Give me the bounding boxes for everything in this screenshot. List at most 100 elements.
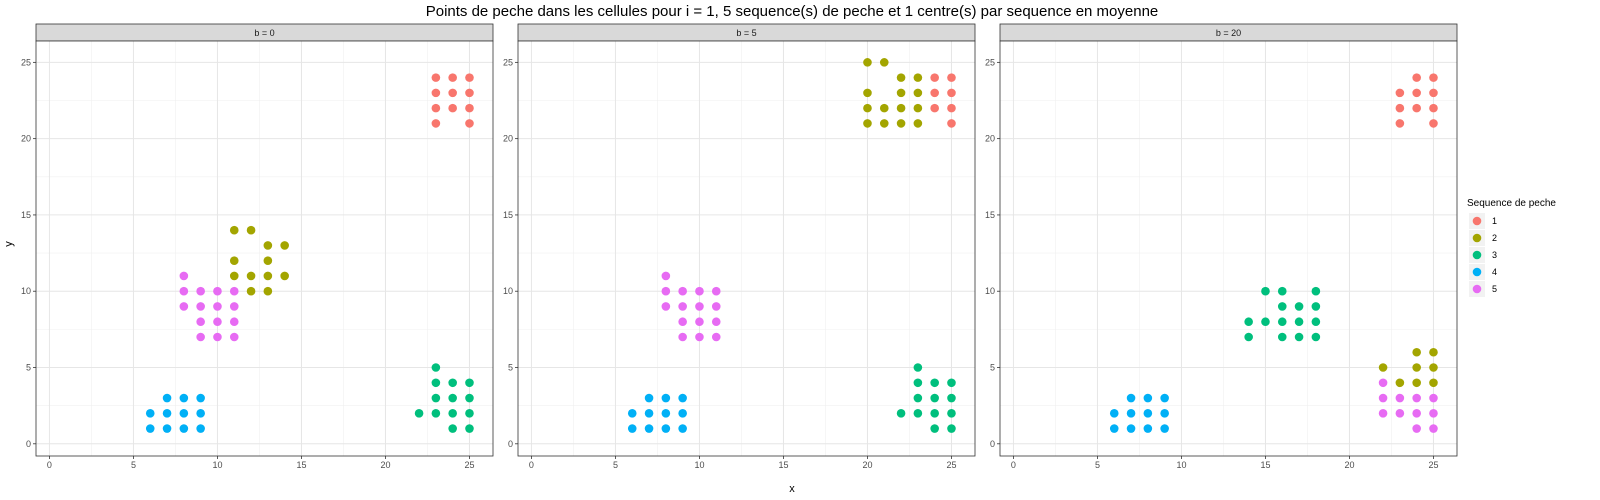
data-point: [1429, 408, 1438, 418]
data-point: [947, 408, 956, 418]
data-point: [1126, 424, 1136, 433]
data-point: [661, 408, 671, 418]
data-point: [448, 393, 457, 403]
data-point: [196, 393, 205, 403]
x-tick-label: 20: [380, 460, 390, 470]
data-point: [896, 103, 906, 113]
x-tick-label: 10: [694, 460, 704, 470]
data-point: [896, 88, 906, 98]
series-4: [1109, 393, 1169, 433]
data-point: [1160, 408, 1169, 418]
data-point: [678, 424, 687, 433]
data-point: [863, 58, 872, 67]
data-point: [213, 317, 222, 327]
data-point: [1143, 393, 1153, 403]
data-point: [1109, 424, 1119, 433]
data-point: [1378, 393, 1388, 403]
y-tick-label: 25: [21, 57, 31, 67]
data-point: [179, 393, 189, 403]
data-point: [162, 408, 172, 418]
x-tick-label: 15: [778, 460, 788, 470]
data-point: [465, 73, 474, 82]
y-tick-label: 5: [990, 363, 995, 373]
data-point: [695, 317, 704, 327]
data-point: [1378, 363, 1388, 372]
data-point: [661, 302, 671, 311]
y-tick-label: 25: [503, 57, 513, 67]
x-tick-label: 25: [946, 460, 956, 470]
legend-label-4: 4: [1492, 267, 1497, 277]
series-1: [1395, 73, 1438, 128]
data-point: [863, 103, 872, 113]
series-4: [145, 393, 205, 433]
data-point: [179, 302, 189, 311]
data-point: [1395, 103, 1405, 113]
y-tick-label: 10: [503, 286, 513, 296]
plot-background: [1000, 41, 1457, 456]
data-point: [947, 378, 956, 388]
series-2: [1378, 347, 1438, 388]
data-point: [1294, 332, 1304, 342]
x-tick-label: 25: [1428, 460, 1438, 470]
data-point: [947, 119, 956, 128]
x-tick-label: 20: [1344, 460, 1354, 470]
strip-label: b = 20: [1216, 28, 1241, 38]
data-point: [263, 241, 273, 250]
x-tick-label: 20: [862, 460, 872, 470]
legend-title: Sequence de peche: [1467, 198, 1556, 209]
data-point: [179, 271, 189, 281]
data-point: [1395, 88, 1405, 98]
data-point: [1143, 408, 1153, 418]
legend-label-5: 5: [1492, 284, 1497, 294]
data-point: [229, 317, 239, 327]
data-point: [695, 286, 704, 296]
data-point: [913, 408, 923, 418]
data-point: [930, 88, 939, 98]
panel-3: b = 20 0 5 10 15 20 25 0 5 10 15 20 25: [985, 23, 1458, 470]
data-point: [695, 302, 704, 311]
data-point: [229, 332, 239, 342]
data-point: [930, 424, 939, 433]
data-point: [896, 408, 906, 418]
x-tick-label: 5: [131, 460, 136, 470]
data-point: [1412, 88, 1421, 98]
data-point: [711, 302, 721, 311]
data-point: [229, 256, 239, 266]
data-point: [930, 393, 939, 403]
data-point: [448, 424, 457, 433]
data-point: [1429, 393, 1438, 403]
data-point: [863, 119, 872, 128]
data-point: [1412, 378, 1421, 388]
data-point: [947, 73, 956, 82]
data-point: [678, 286, 687, 296]
data-point: [263, 271, 273, 281]
data-point: [1429, 424, 1438, 433]
series-5: [179, 271, 239, 342]
data-point: [1294, 302, 1304, 311]
data-point: [1277, 302, 1287, 311]
data-point: [930, 378, 939, 388]
data-point: [179, 424, 189, 433]
data-point: [627, 408, 637, 418]
y-tick-label: 20: [985, 134, 995, 144]
data-point: [1429, 88, 1438, 98]
data-point: [913, 73, 923, 82]
x-tick-label: 10: [1176, 460, 1186, 470]
data-point: [1429, 73, 1438, 82]
data-point: [913, 103, 923, 113]
data-point: [1429, 347, 1438, 357]
legend-key-2: [1472, 233, 1482, 243]
data-point: [947, 103, 956, 113]
y-tick-label: 5: [26, 363, 31, 373]
data-point: [678, 332, 687, 342]
x-tick-label: 0: [529, 460, 534, 470]
data-point: [1126, 408, 1136, 418]
data-point: [431, 88, 441, 98]
data-point: [1395, 393, 1405, 403]
data-point: [246, 286, 256, 296]
data-point: [879, 58, 889, 67]
legend-key-4: [1472, 267, 1482, 277]
panel-border: [517, 40, 976, 457]
series-3: [896, 363, 956, 433]
